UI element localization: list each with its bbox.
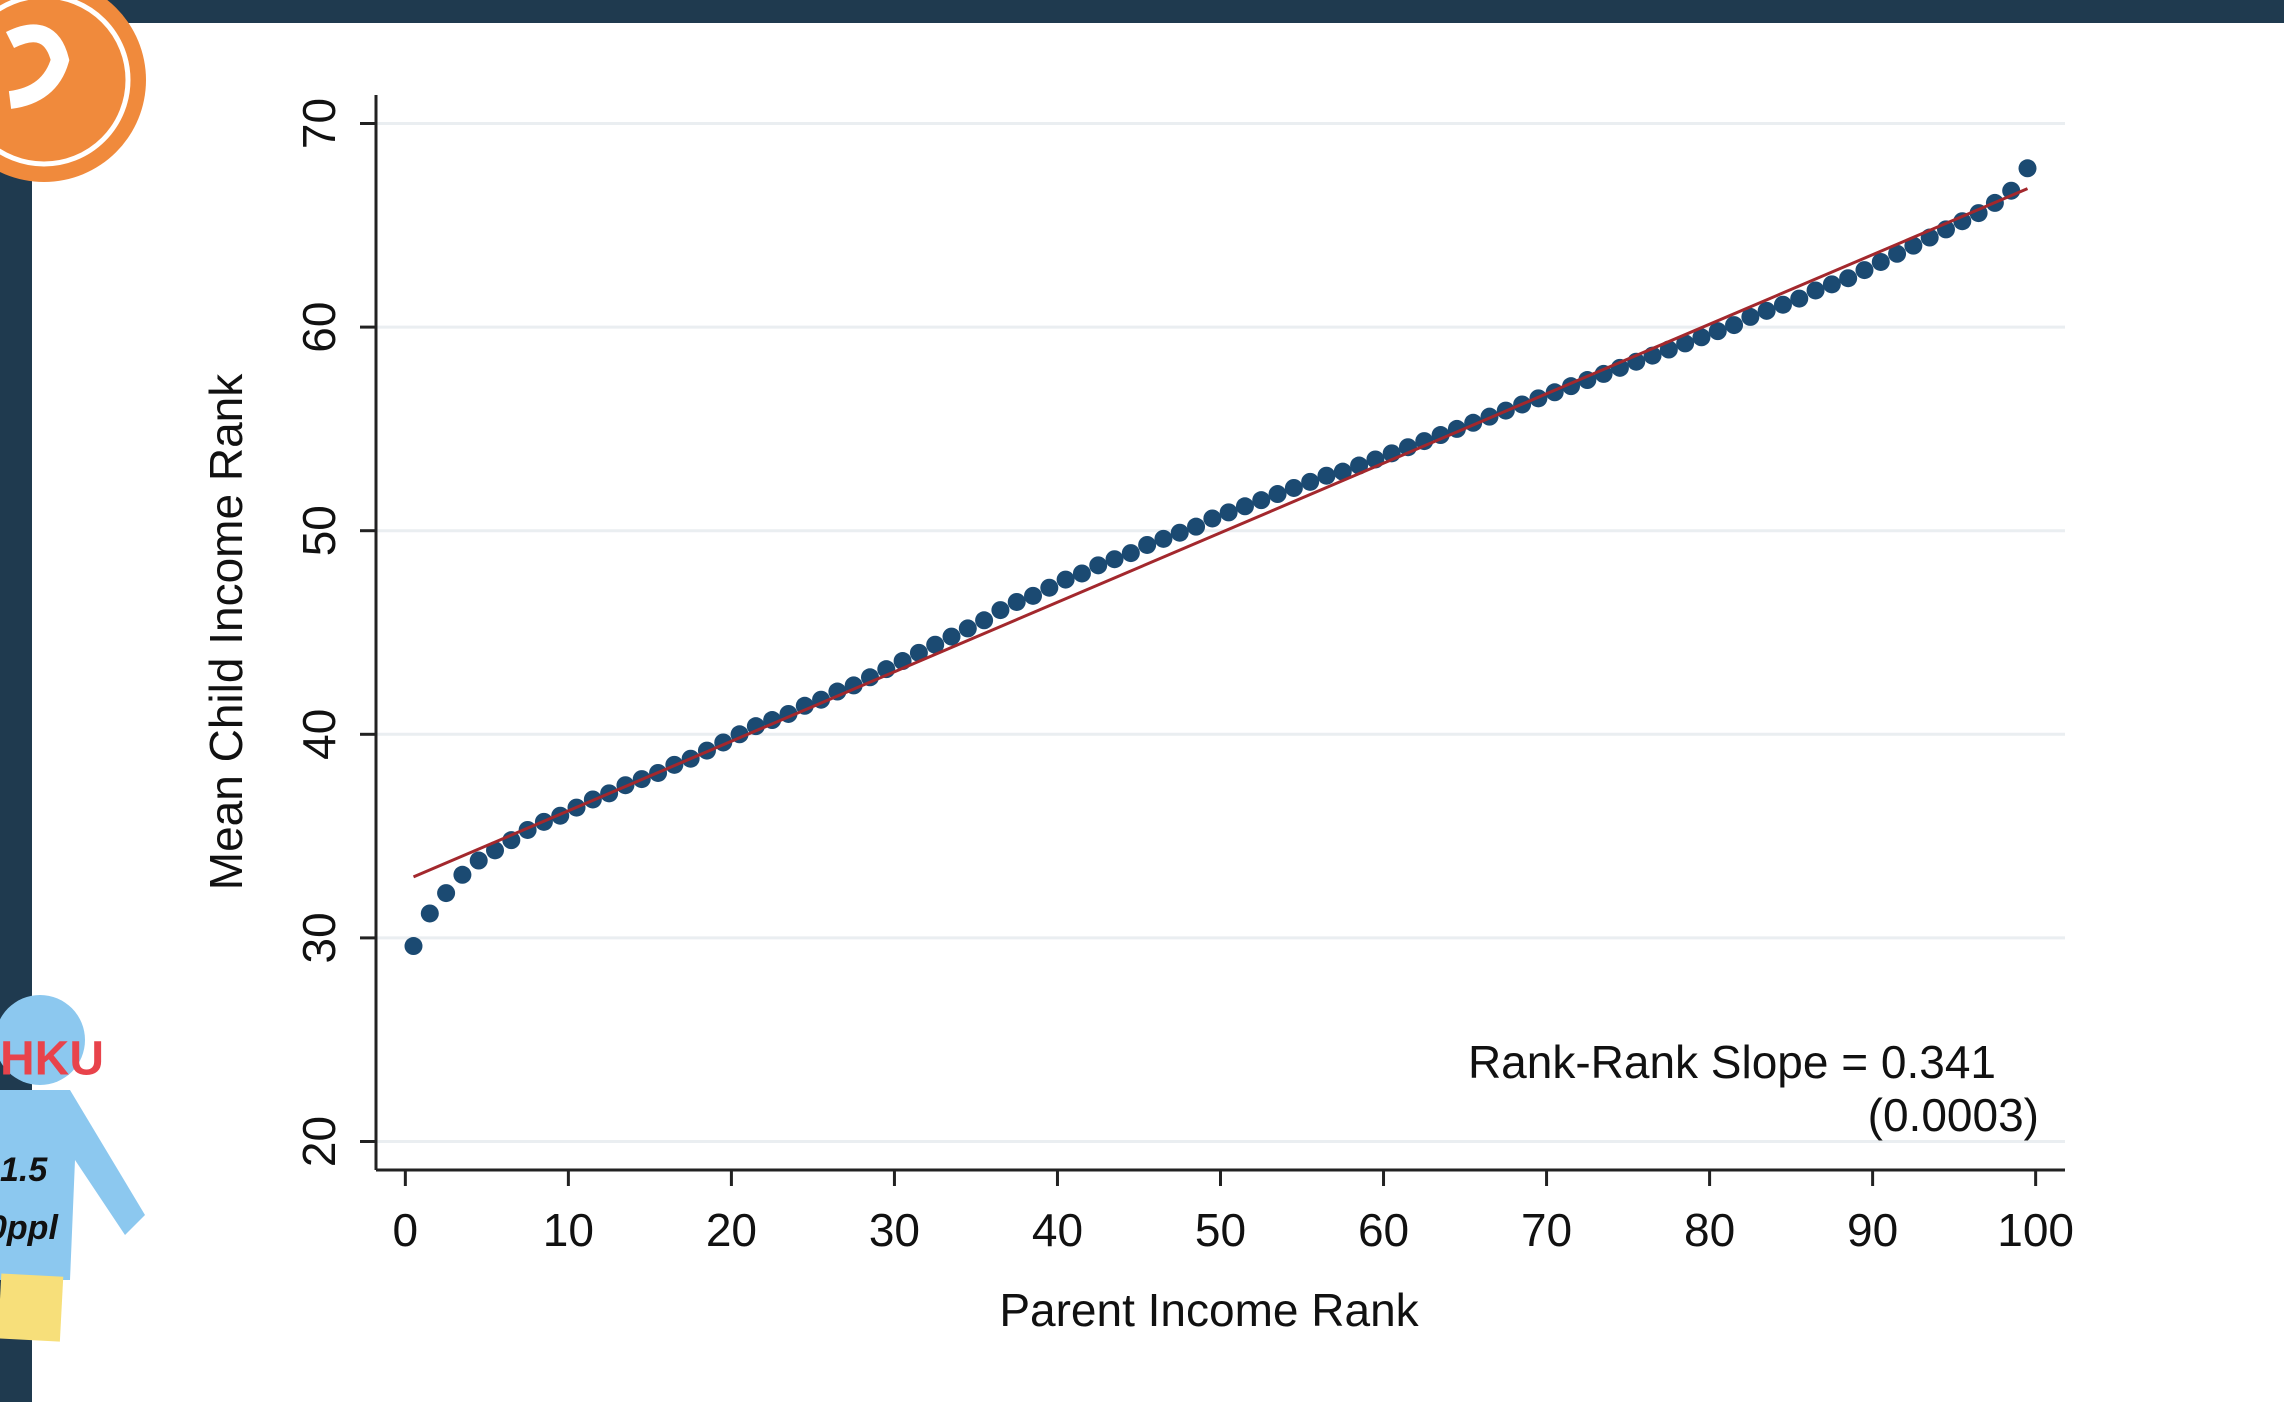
sign-text: 0ppl	[0, 1209, 59, 1247]
x-tick-label: 20	[706, 1204, 757, 1256]
point	[1203, 509, 1222, 528]
x-tick-label: 0	[393, 1204, 419, 1256]
point	[1708, 322, 1727, 341]
mascot-body	[0, 1090, 145, 1280]
y-tick-label: 50	[293, 505, 345, 556]
sign-text: 1.5	[0, 1151, 48, 1189]
point	[1953, 212, 1972, 231]
point	[486, 841, 505, 860]
mascot-sign	[0, 1273, 64, 1342]
point	[746, 717, 765, 736]
point	[1040, 578, 1059, 597]
point	[1888, 244, 1907, 263]
point	[1790, 289, 1809, 308]
x-tick-label: 60	[1358, 1204, 1409, 1256]
y-tick-label: 70	[293, 98, 345, 149]
point	[420, 904, 439, 923]
point	[1056, 570, 1075, 589]
point	[975, 611, 994, 630]
annotation: (0.0003)	[1868, 1089, 2039, 1141]
point	[1154, 529, 1173, 548]
point	[828, 682, 847, 701]
point	[926, 635, 945, 654]
point	[1350, 456, 1369, 475]
top-bar	[0, 0, 2284, 23]
point	[958, 619, 977, 638]
point	[1692, 328, 1711, 347]
point	[1252, 491, 1271, 510]
y-axis-title: Mean Child Income Rank	[200, 373, 252, 890]
point	[1757, 301, 1776, 320]
x-tick-label: 80	[1684, 1204, 1735, 1256]
point	[1007, 592, 1026, 611]
point	[1170, 523, 1189, 542]
point	[1121, 544, 1140, 563]
point	[1284, 478, 1303, 497]
x-tick-label: 50	[1195, 1204, 1246, 1256]
point	[1219, 503, 1238, 522]
badge-text: HKU	[0, 1033, 104, 1086]
point	[1773, 295, 1792, 314]
x-tick-label: 90	[1847, 1204, 1898, 1256]
point	[909, 643, 928, 662]
point	[1333, 462, 1352, 481]
point	[1187, 517, 1206, 536]
y-tick-label: 30	[293, 912, 345, 963]
point	[1676, 334, 1695, 353]
point	[1741, 307, 1760, 326]
point	[1594, 364, 1613, 383]
y-tick-label: 20	[293, 1116, 345, 1167]
point	[453, 865, 472, 884]
point	[1301, 472, 1320, 491]
point	[1317, 466, 1336, 485]
point	[1105, 550, 1124, 569]
point	[1024, 586, 1043, 605]
annotation: Rank-Rank Slope = 0.341	[1468, 1036, 1996, 1088]
point	[991, 601, 1010, 620]
point	[1822, 275, 1841, 294]
point	[404, 937, 423, 956]
x-tick-label: 40	[1032, 1204, 1083, 1256]
point	[437, 884, 456, 903]
x-tick-label: 30	[869, 1204, 920, 1256]
x-axis-title: Parent Income Rank	[999, 1284, 1419, 1336]
logo-mark	[5, 24, 70, 109]
point	[1725, 316, 1744, 335]
y-tick-label: 60	[293, 302, 345, 353]
x-tick-label: 10	[543, 1204, 594, 1256]
point	[1089, 556, 1108, 575]
point	[1268, 485, 1287, 504]
point	[1904, 236, 1923, 255]
logo-ring	[0, 0, 131, 167]
point	[2018, 159, 2037, 178]
chart: 20 30 40 50 60 70 0 10 20 30 40 50 60 70 80 90 100 Parent…	[200, 95, 2074, 1336]
point	[942, 627, 961, 646]
point	[1806, 281, 1825, 300]
x-tick-label: 100	[1997, 1204, 2074, 1256]
point	[1138, 535, 1157, 554]
fit-line	[412, 187, 2029, 879]
y-tick-label: 40	[293, 709, 345, 760]
point	[1072, 564, 1091, 583]
mascot-head	[0, 995, 85, 1085]
point	[1871, 252, 1890, 271]
point	[1839, 269, 1858, 288]
x-tick-label: 70	[1521, 1204, 1572, 1256]
point	[469, 851, 488, 870]
point	[1235, 497, 1254, 516]
point	[1855, 261, 1874, 280]
point	[1415, 432, 1434, 451]
